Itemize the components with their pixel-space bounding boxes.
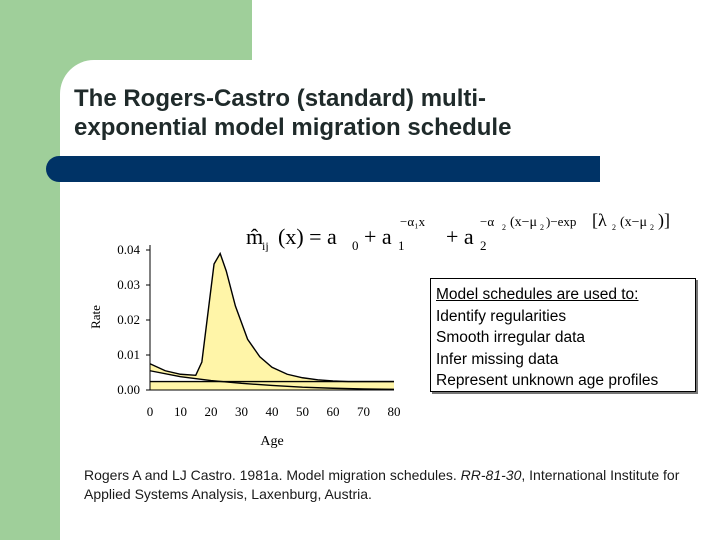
x-tick-label: 50 (296, 404, 309, 419)
citation-prefix: Rogers A and LJ Castro. 1981a. Model mig… (84, 467, 461, 483)
rogers-castro-formula: m̂ ij (x) = a 0 + a 1 −α₁x + a 2 −α 2 (x… (246, 210, 670, 252)
x-tick-label: 30 (235, 404, 248, 419)
x-tick-label: 60 (327, 404, 340, 419)
model-use-item: Infer missing data (436, 350, 559, 368)
model-uses-heading: Model schedules are used to: (436, 286, 639, 303)
formula-exponent-1: −α₁x (400, 214, 426, 229)
formula-term-2: + a (446, 224, 474, 249)
formula-exponent-2f: )] (658, 210, 670, 231)
formula-exponent-2e-sub: 2 (650, 223, 654, 232)
formula-exponent-2a: −α (480, 214, 494, 229)
formula-exponent-2d: [λ (592, 210, 607, 230)
x-tick-label: 10 (174, 404, 187, 419)
y-tick-label: 0.03 (117, 277, 140, 292)
x-tick-label: 0 (147, 404, 154, 419)
series-line-childhood (149, 370, 395, 390)
slide-title-line-1: The Rogers-Castro (standard) multi- (74, 85, 487, 112)
x-tick-label: 70 (357, 404, 370, 419)
formula-term-1: + a (364, 224, 392, 249)
formula-a2-subscript: 2 (480, 238, 487, 252)
x-axis-label: Age (260, 434, 283, 449)
y-tick-label: 0.02 (117, 312, 140, 327)
formula-exponent-2b: (x−μ (510, 215, 537, 230)
y-axis-label: Rate (88, 305, 103, 329)
formula-exponent-2b-sub: 2 (540, 223, 544, 232)
model-use-item: Identify regularities (436, 307, 567, 325)
curve-shaded-area (150, 253, 394, 390)
y-tick-label: 0.00 (117, 382, 140, 397)
y-tick-label: 0.01 (117, 347, 140, 362)
x-tick-label: 40 (266, 404, 279, 419)
model-use-item: Smooth irregular data (436, 329, 586, 346)
series-line-total (149, 251, 394, 383)
formula-exponent-2a-sub: 2 (502, 223, 506, 232)
title-rule-bar (46, 156, 600, 182)
model-uses-box: Model schedules are used to: Identify re… (430, 278, 696, 392)
x-tick-label: 20 (205, 404, 218, 419)
formula-lhs-subscript: ij (262, 239, 269, 252)
formula-lhs-argument: (x) = a (278, 224, 337, 249)
formula-exponent-2d-sub: 2 (612, 223, 616, 232)
migration-rate-chart: 0.00 0.01 0.02 0.03 0.04 0 10 20 30 40 50 60 70 80 Ag… (88, 242, 401, 449)
y-tick-label: 0.04 (117, 242, 140, 257)
formula-exponent-2c: )−exp (546, 214, 576, 229)
formula-a1-subscript: 1 (398, 238, 405, 252)
formula-a0-subscript: 0 (352, 238, 359, 252)
citation-report-number: RR-81-30 (460, 467, 522, 483)
formula-lhs: m̂ (246, 224, 263, 249)
slide-title: The Rogers-Castro (standard) multi- expo… (74, 84, 694, 142)
model-use-item: Represent unknown age profiles (436, 372, 659, 389)
formula-exponent-2e: (x−μ (620, 215, 647, 230)
citation: Rogers A and LJ Castro. 1981a. Model mig… (84, 466, 714, 504)
citation-suffix: , International Institute for Applied Sy… (84, 467, 680, 502)
slide-title-line-2: exponential model migration schedule (74, 114, 512, 141)
x-tick-label: 80 (388, 404, 401, 419)
